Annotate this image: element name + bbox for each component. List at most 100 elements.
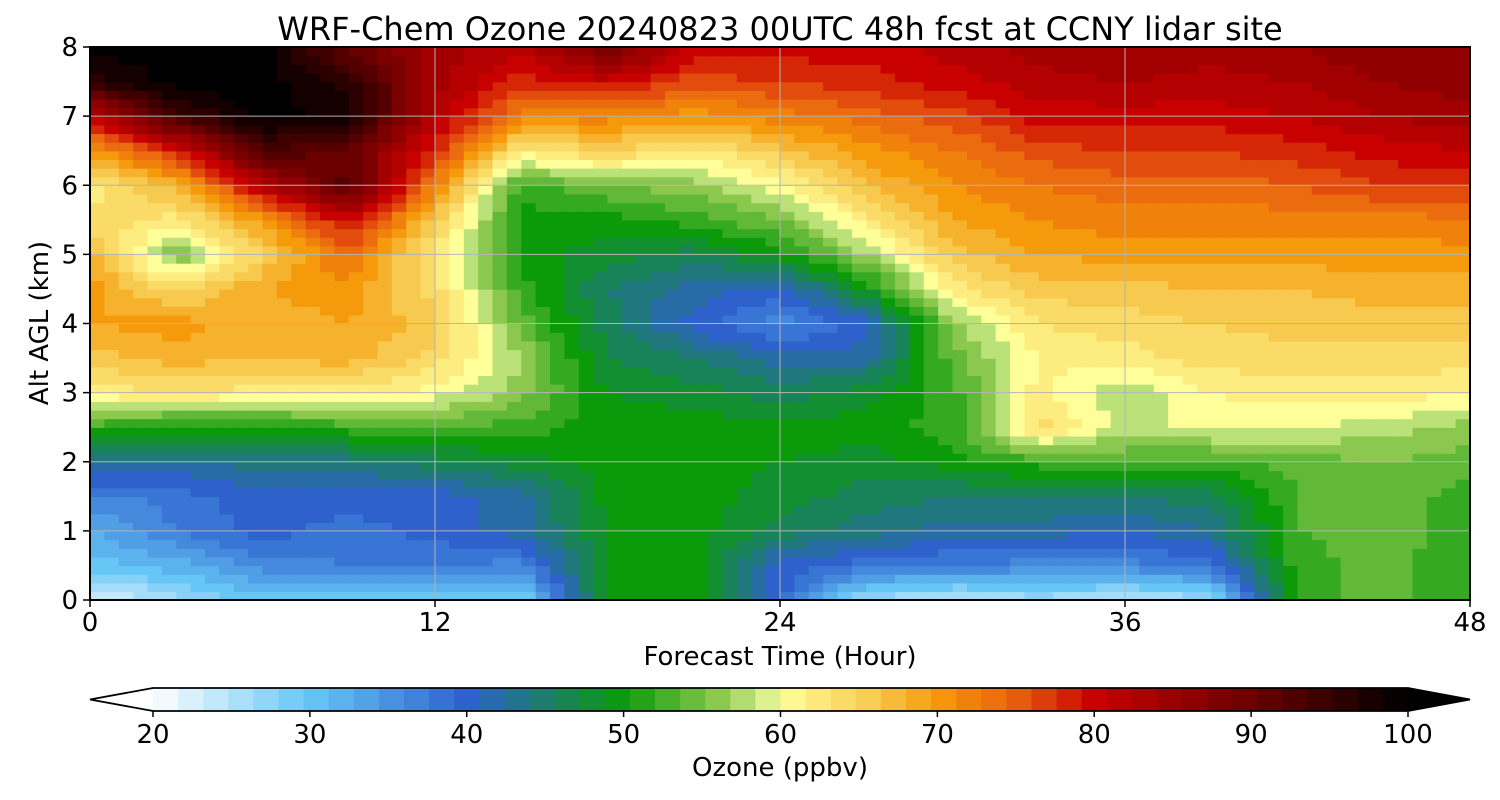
heatmap-cell (765, 591, 781, 600)
heatmap-cell (377, 219, 393, 230)
heatmap-cell (233, 349, 249, 359)
heatmap-cell (262, 366, 278, 377)
heatmap-cell (377, 280, 393, 290)
heatmap-cell (1053, 254, 1069, 264)
heatmap-cell (161, 288, 177, 299)
heatmap-cell (1168, 254, 1184, 264)
heatmap-cell (1326, 280, 1342, 290)
heatmap-cell (578, 271, 594, 281)
heatmap-cell (1340, 332, 1356, 342)
heatmap-cell (1455, 228, 1470, 238)
heatmap-cell (1441, 288, 1457, 299)
heatmap-cell (1010, 383, 1026, 394)
heatmap-cell (420, 193, 436, 204)
heatmap-cell (406, 565, 422, 575)
heatmap-cell (406, 245, 422, 256)
heatmap-cell (363, 358, 379, 368)
heatmap-cell (348, 392, 364, 402)
heatmap-cell (291, 435, 307, 446)
heatmap-cell (765, 228, 781, 238)
heatmap-cell (449, 401, 465, 411)
heatmap-cell (1441, 574, 1457, 584)
heatmap-cell (593, 237, 609, 247)
heatmap-cell (938, 487, 954, 498)
heatmap-cell (320, 263, 336, 273)
heatmap-cell (938, 418, 954, 428)
heatmap-cell (1225, 228, 1241, 238)
heatmap-cell (895, 574, 911, 584)
heatmap-cell (406, 211, 422, 221)
heatmap-cell (1455, 496, 1470, 506)
heatmap-cell (607, 263, 623, 273)
heatmap-cell (276, 159, 292, 169)
heatmap-cell (478, 487, 494, 498)
heatmap-cell (248, 263, 264, 273)
heatmap-cell (981, 504, 997, 515)
heatmap-cell (693, 375, 709, 385)
heatmap-cell (952, 159, 968, 169)
heatmap-cell (650, 556, 666, 567)
heatmap-cell (880, 185, 896, 195)
heatmap-cell (1067, 314, 1083, 325)
heatmap-cell (952, 271, 968, 281)
heatmap-cell (722, 487, 738, 498)
heatmap-cell (219, 349, 235, 359)
heatmap-cell (952, 591, 968, 600)
heatmap-cell (1441, 150, 1457, 161)
heatmap-cell (780, 548, 796, 558)
heatmap-cell (1383, 263, 1399, 273)
heatmap-cell (578, 539, 594, 549)
heatmap-cell (1010, 211, 1026, 221)
heatmap-cell (406, 556, 422, 567)
heatmap-cell (1024, 591, 1040, 600)
heatmap-cell (104, 202, 120, 212)
heatmap-cell (1081, 556, 1097, 567)
heatmap-cell (794, 539, 810, 549)
heatmap-cell (176, 271, 192, 281)
heatmap-cell (348, 504, 364, 515)
heatmap-cell (1182, 237, 1198, 247)
heatmap-cell (1340, 202, 1356, 212)
heatmap-cell (1024, 159, 1040, 169)
heatmap-cell (564, 582, 580, 593)
heatmap-cell (262, 375, 278, 385)
heatmap-cell (435, 487, 451, 498)
heatmap-cell (966, 375, 982, 385)
heatmap-cell (104, 314, 120, 325)
heatmap-cell (1153, 435, 1169, 446)
heatmap-cell (1441, 237, 1457, 247)
heatmap-cell (823, 401, 839, 411)
heatmap-cell (363, 530, 379, 541)
heatmap-cell (1283, 314, 1299, 325)
heatmap-cell (1412, 427, 1428, 437)
heatmap-cell (679, 418, 695, 428)
heatmap-cell (636, 202, 652, 212)
heatmap-cell (363, 349, 379, 359)
heatmap-cell (161, 314, 177, 325)
heatmap-cell (1455, 211, 1470, 221)
heatmap-cell (176, 453, 192, 463)
heatmap-cell (463, 176, 479, 186)
heatmap-cell (535, 470, 551, 480)
heatmap-cell (492, 288, 508, 299)
heatmap-cell (435, 375, 451, 385)
heatmap-cell (780, 167, 796, 178)
heatmap-cell (1010, 435, 1026, 446)
heatmap-cell (1125, 193, 1141, 204)
heatmap-cell (808, 150, 824, 161)
heatmap-cell (233, 392, 249, 402)
heatmap-cell (665, 392, 681, 402)
heatmap-cell (693, 254, 709, 264)
heatmap-cell (923, 219, 939, 230)
heatmap-cell (161, 219, 177, 230)
heatmap-cell (808, 193, 824, 204)
heatmap-cell (1441, 591, 1457, 600)
heatmap-cell (147, 211, 163, 221)
heatmap-cell (190, 470, 206, 480)
heatmap-cell (966, 167, 982, 178)
heatmap-cell (665, 271, 681, 281)
heatmap-cell (449, 418, 465, 428)
heatmap-cell (1240, 556, 1256, 567)
heatmap-cell (1240, 366, 1256, 377)
heatmap-cell (1297, 228, 1313, 238)
